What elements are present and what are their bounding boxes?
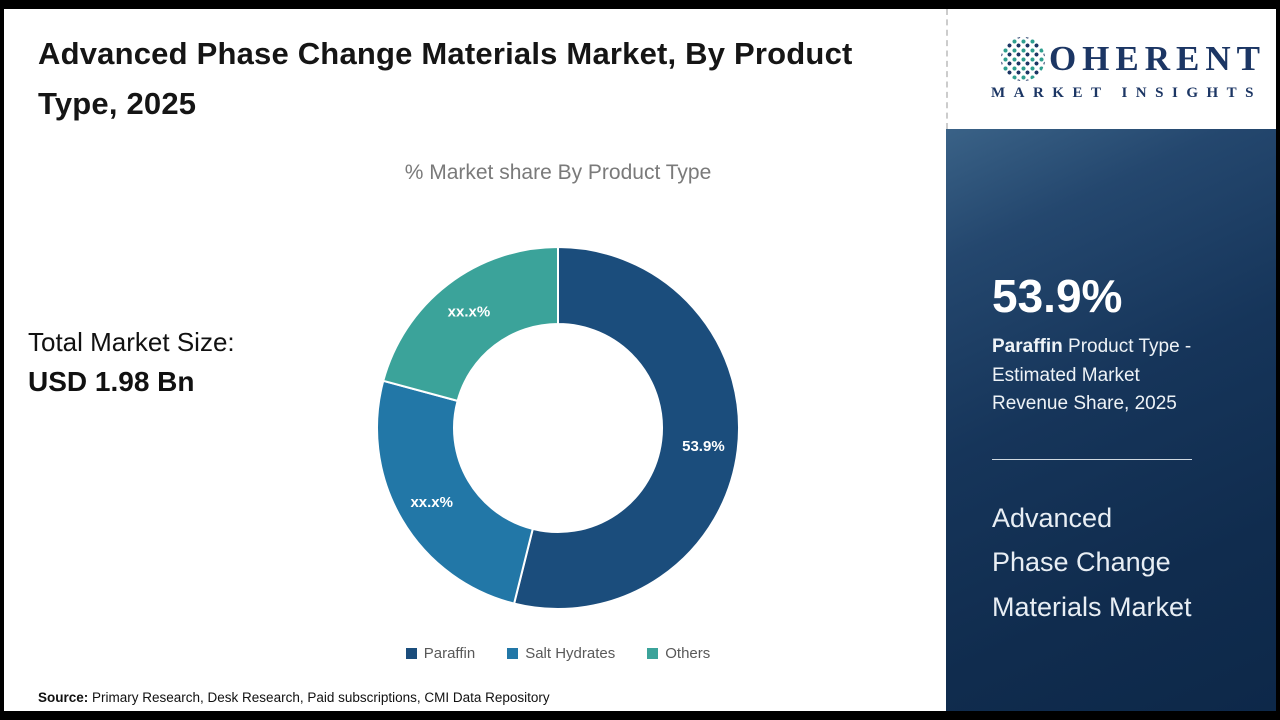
donut-segment-others xyxy=(382,245,559,403)
slice-label-others: xx.x% xyxy=(448,304,491,321)
chart-legend: Paraffin Salt Hydrates Others xyxy=(278,645,838,662)
total-market-size: Total Market Size: USD 1.98 Bn xyxy=(28,327,235,398)
donut-segment-salt-hydrates xyxy=(376,379,534,605)
donut-chart: 53.9% xx.x% xx.x% xyxy=(376,245,740,610)
highlight-stat-description: Paraffin Product Type - Estimated Market… xyxy=(992,333,1212,419)
infographic: Advanced Phase Change Materials Market, … xyxy=(4,9,1276,711)
logo: OHERENT MARKET INSIGHTS xyxy=(946,9,1276,129)
source-text: Primary Research, Desk Research, Paid su… xyxy=(88,690,550,705)
sidebar: OHERENT MARKET INSIGHTS 53.9% Paraffin P… xyxy=(946,9,1276,711)
legend-label: Salt Hydrates xyxy=(525,645,616,662)
source-line: Source: Primary Research, Desk Research,… xyxy=(38,690,550,705)
panel-divider xyxy=(992,458,1192,460)
logo-row: OHERENT xyxy=(1000,36,1266,81)
legend-swatch xyxy=(405,648,417,659)
slice-label-salt-hydrates: xx.x% xyxy=(410,494,453,511)
highlight-stat-value: 53.9% xyxy=(992,270,1123,322)
legend-label: Paraffin xyxy=(423,645,476,662)
legend-item-others: Others xyxy=(647,645,710,662)
chart-area: Advanced Phase Change Materials Market, … xyxy=(4,9,946,711)
highlight-panel: 53.9% Paraffin Product Type - Estimated … xyxy=(946,129,1276,711)
legend-item-salt-hydrates: Salt Hydrates xyxy=(507,645,615,662)
legend-item-paraffin: Paraffin xyxy=(405,645,476,662)
donut-chart-container: 53.9% xx.x% xx.x% xyxy=(363,233,753,623)
legend-swatch xyxy=(647,648,659,659)
source-label: Source: xyxy=(38,690,89,705)
logo-brand-text: OHERENT xyxy=(1048,38,1266,78)
page-title: Advanced Phase Change Materials Market, … xyxy=(38,36,853,121)
dotted-globe-icon xyxy=(1000,36,1045,81)
logo-tagline: MARKET INSIGHTS xyxy=(990,84,1262,101)
total-market-size-value: USD 1.98 Bn xyxy=(28,366,195,397)
highlight-stat-segment: Paraffin xyxy=(992,336,1063,357)
donut-segment-paraffin xyxy=(512,245,740,610)
total-market-size-label: Total Market Size: xyxy=(28,327,235,357)
legend-label: Others xyxy=(665,645,711,662)
chart-subtitle: % Market share By Product Type xyxy=(404,161,712,184)
legend-swatch xyxy=(507,648,519,659)
slice-label-paraffin: 53.9% xyxy=(682,438,725,455)
market-name: Advanced Phase Change Materials Market xyxy=(992,502,1192,622)
highlight-stat-rest: Product Type - Estimated Market Revenue … xyxy=(992,336,1192,414)
